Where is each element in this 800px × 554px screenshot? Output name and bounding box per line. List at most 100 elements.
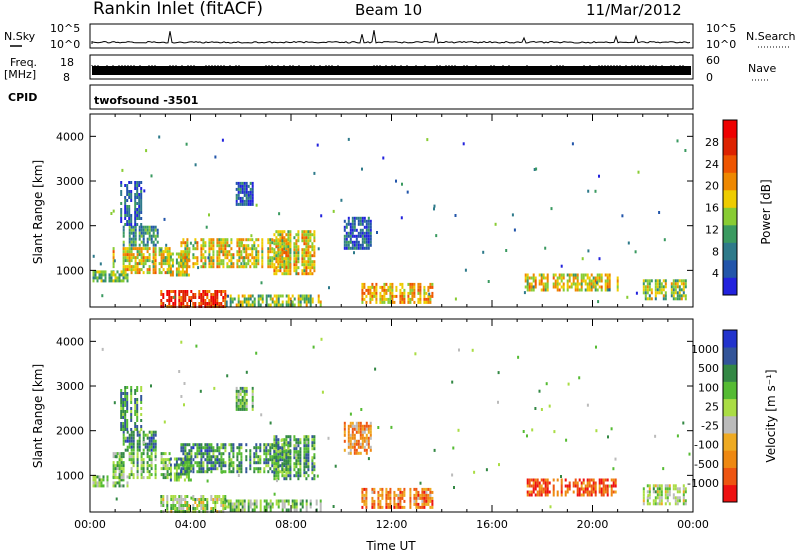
colorbar-swatch <box>723 277 737 296</box>
freq-label: Freq. <box>10 56 37 69</box>
colorbar-tick-label: 500 <box>698 362 719 375</box>
nsky-top-tick: 10^5 <box>50 22 80 35</box>
xtick-label: 04:00 <box>175 518 207 531</box>
xtick-label: 08:00 <box>275 518 307 531</box>
colorbar-tick-label: 24 <box>705 158 719 171</box>
colorbar-swatch <box>723 242 737 261</box>
echo-region <box>122 225 159 247</box>
power-axes: 1000 2000 3000 4000 <box>56 114 694 307</box>
echo-region <box>112 452 171 480</box>
nsky-strip-frame <box>89 23 694 49</box>
colorbar-tick-label: -25 <box>701 420 719 433</box>
echo-region <box>526 478 617 497</box>
echo-region <box>160 290 227 308</box>
colorbar-swatch <box>723 190 737 208</box>
freq-trace <box>91 65 691 75</box>
colorbar-tick-label: 100 <box>698 381 719 394</box>
xtick-label: 00:00 <box>677 518 709 531</box>
date-label: 11/Mar/2012 <box>586 1 682 19</box>
nave-tick-top: 60 <box>706 54 720 67</box>
colorbar-swatch <box>723 137 737 156</box>
echo-region <box>343 421 372 455</box>
ytick-label: 2000 <box>56 425 84 438</box>
colorbar-swatch <box>723 450 737 468</box>
colorbar-swatch <box>723 120 737 138</box>
xtick-label: 12:00 <box>376 518 408 531</box>
nave-tick-bottom: 0 <box>706 71 713 84</box>
echo-region <box>160 495 227 513</box>
echo-region <box>235 181 254 206</box>
echo-region <box>180 443 243 474</box>
ytick-label: 1000 <box>56 469 84 482</box>
colorbar-frame <box>722 329 738 503</box>
ytick-label: 1000 <box>56 264 84 277</box>
echo-region <box>92 475 129 488</box>
ytick-label: 2000 <box>56 220 84 233</box>
velocity-ylabel: Slant Range [km] <box>31 364 45 468</box>
colorbar-frame <box>722 119 738 296</box>
colorbar-tick-label: -500 <box>694 458 719 471</box>
xlabel-time: Time UT <box>365 539 416 553</box>
velocity-axes: 1000 2000 3000 4000 00:00 04:00 08:00 12:00 16:0… <box>56 319 709 531</box>
cpid-strip-frame <box>89 84 694 110</box>
colorbar-tick-label: 4 <box>712 267 719 280</box>
colorbar-tick-label: -1000 <box>687 477 719 490</box>
nsky-bottom-tick: 10^0 <box>50 38 80 51</box>
cpid-label: CPID <box>8 91 37 104</box>
velocity-colorbar: -1000 -500 -100 -25 25 100 500 1000 <box>687 329 738 503</box>
echo-region <box>343 216 372 250</box>
echo-region <box>273 435 316 481</box>
freq-tick-top: 18 <box>60 56 74 69</box>
colorbar-tick-label: -100 <box>694 439 719 452</box>
colorbar-swatch <box>723 225 737 243</box>
colorbar-swatch <box>723 260 737 278</box>
freq-tick-bottom: 8 <box>63 71 70 84</box>
echo-region <box>225 499 322 512</box>
nsearch-top-tick: 10^5 <box>706 22 736 35</box>
power-colorbar-label: Power [dB] <box>759 179 773 244</box>
echo-region <box>120 181 143 226</box>
echo-region <box>112 247 171 275</box>
colorbar-tick-label: 1000 <box>691 343 719 356</box>
echo-region <box>361 487 434 509</box>
nave-label: Nave <box>748 62 776 75</box>
colorbar-tick-label: 12 <box>705 223 719 236</box>
echo-region <box>180 238 245 269</box>
cpid-value: twofsound -3501 <box>94 94 198 107</box>
colorbar-tick-label: 28 <box>705 136 719 149</box>
colorbar-swatch <box>723 172 737 191</box>
echo-region <box>642 279 687 301</box>
scattered-echoes <box>101 337 695 509</box>
colorbar-swatch <box>723 467 737 486</box>
colorbar-tick-label: 25 <box>705 400 719 413</box>
ytick-label: 3000 <box>56 380 84 393</box>
colorbar-tick-label: 8 <box>712 245 719 258</box>
power-echoes <box>92 135 687 308</box>
echo-region <box>273 230 316 276</box>
velocity-colorbar-label: Velocity [m s⁻¹] <box>764 369 778 462</box>
colorbar-swatch <box>723 155 737 173</box>
ytick-label: 4000 <box>56 335 84 348</box>
echo-region <box>235 386 254 411</box>
echo-region <box>92 270 129 283</box>
colorbar-tick-label: 16 <box>705 202 719 215</box>
colorbar-swatch <box>723 330 737 348</box>
freq-unit: [MHz] <box>4 68 36 81</box>
echo-region <box>120 386 143 431</box>
station-title: Rankin Inlet (fitACF) <box>93 0 263 19</box>
colorbar-tick-label: 20 <box>705 180 719 193</box>
scattered-echoes <box>92 135 687 304</box>
echo-region <box>524 273 619 292</box>
ytick-label: 4000 <box>56 130 84 143</box>
echo-region <box>642 484 687 506</box>
echo-region <box>122 430 157 452</box>
xtick-label: 00:00 <box>74 518 106 531</box>
colorbar-swatch <box>723 398 737 417</box>
colorbar-swatch <box>723 347 737 365</box>
beam-label: Beam 10 <box>355 1 422 19</box>
freq-band-fill <box>92 66 691 75</box>
colorbar-swatch <box>723 433 737 451</box>
xtick-label: 16:00 <box>476 518 508 531</box>
nsky-label: N.Sky <box>4 30 36 43</box>
